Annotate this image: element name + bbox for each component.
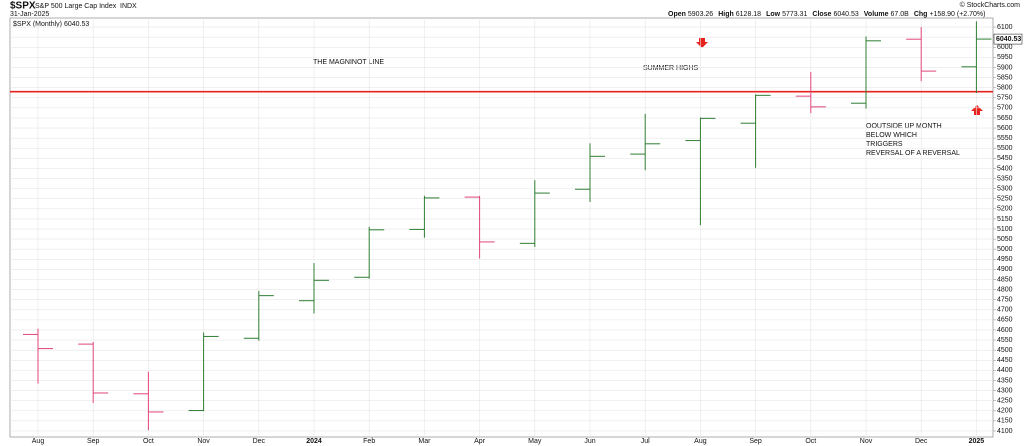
x-tick-label: 2024: [306, 438, 322, 445]
quote-value: 5903.26: [688, 11, 713, 18]
quote-label: High: [718, 11, 734, 18]
y-tick-label: 4350: [997, 377, 1013, 384]
x-tick-label: Mar: [418, 438, 431, 445]
quote-value: 5773.31: [782, 11, 807, 18]
y-tick-label: 6000: [997, 44, 1013, 51]
y-tick-label: 4250: [997, 397, 1013, 404]
annotation: OOUTSIDE UP MONTH: [866, 123, 942, 130]
y-tick-label: 4150: [997, 418, 1013, 425]
y-tick-label: 5150: [997, 216, 1013, 223]
y-tick-label: 4500: [997, 347, 1013, 354]
x-tick-label: Feb: [363, 438, 375, 445]
x-tick-label: Dec: [915, 438, 928, 445]
y-tick-label: 4600: [997, 327, 1013, 334]
x-tick-label: Oct: [143, 438, 154, 445]
y-tick-label: 5200: [997, 206, 1013, 213]
quote-value: 6128.18: [736, 11, 761, 18]
x-tick-label: Aug: [32, 438, 45, 445]
chart-title: $SPX: [10, 1, 36, 12]
annotation: THE MAGNINOT LINE: [313, 59, 384, 66]
y-tick-label: 4800: [997, 286, 1013, 293]
date: 31-Jan-2025: [10, 11, 49, 18]
quote-label: Low: [766, 11, 781, 18]
x-tick-label: Jun: [584, 438, 595, 445]
y-tick-label: 5450: [997, 155, 1013, 162]
y-tick-label: 6100: [997, 24, 1013, 31]
y-tick-label: 4200: [997, 408, 1013, 415]
x-tick-label: Dec: [253, 438, 266, 445]
y-tick-label: 5400: [997, 165, 1013, 172]
plot-frame: [9, 17, 994, 438]
annotation: REVERSAL OF A REVERSAL: [866, 150, 960, 157]
y-tick-label: 5650: [997, 115, 1013, 122]
y-tick-label: 4750: [997, 297, 1013, 304]
y-tick-label: 5800: [997, 85, 1013, 92]
arrow-down: [696, 38, 708, 48]
y-tick-label: 5350: [997, 175, 1013, 182]
y-tick-label: 5750: [997, 95, 1013, 102]
subtitle: S&P 500 Large Cap Index: [35, 3, 117, 10]
quote-label: Open: [668, 11, 686, 18]
credit: © StockCharts.com: [960, 1, 1021, 9]
annotation: SUMMER HIGHS: [643, 65, 699, 72]
arrow-up: [971, 105, 983, 115]
y-tick-label: 4900: [997, 266, 1013, 273]
y-tick-label: 4850: [997, 276, 1013, 283]
exchange: INDX: [120, 3, 137, 10]
y-tick-label: 5250: [997, 196, 1013, 203]
y-tick-label: 4650: [997, 317, 1013, 324]
x-tick-label: May: [528, 438, 542, 445]
last-value-label: 6040.53: [996, 36, 1021, 43]
quote-value: 6040.53: [833, 11, 858, 18]
x-tick-label: Oct: [805, 438, 816, 445]
annotation: TRIGGERS: [866, 141, 903, 148]
y-tick-label: 4400: [997, 367, 1013, 374]
x-tick-label: Apr: [474, 438, 486, 445]
x-tick-label: Jul: [641, 438, 650, 445]
y-tick-label: 4950: [997, 256, 1013, 263]
last-value-box: [993, 33, 1023, 45]
y-tick-label: 5100: [997, 226, 1013, 233]
y-tick-label: 4550: [997, 337, 1013, 344]
quote-value: 67.0B: [891, 11, 910, 18]
legend: $SPX (Monthly) 6040.53: [13, 21, 89, 28]
quote-label: Volume: [864, 11, 889, 18]
y-tick-label: 5850: [997, 74, 1013, 81]
quote-bar: Open 5903.26 High 6128.18 Low 5773.31 Close 604…: [668, 11, 985, 18]
x-tick-label: Aug: [694, 438, 707, 445]
y-tick-label: 5500: [997, 145, 1013, 152]
y-tick-label: 5300: [997, 185, 1013, 192]
y-tick-label: 5900: [997, 64, 1013, 71]
quote-label: Close: [812, 11, 831, 18]
y-tick-label: 5050: [997, 236, 1013, 243]
y-tick-label: 4700: [997, 307, 1013, 314]
quote-label: Chg: [914, 11, 928, 18]
x-tick-label: 2025: [969, 438, 985, 445]
y-tick-label: 5550: [997, 135, 1013, 142]
y-tick-label: 5700: [997, 105, 1013, 112]
x-tick-label: Sep: [749, 438, 762, 445]
y-tick-label: 5000: [997, 246, 1013, 253]
y-tick-label: 5600: [997, 125, 1013, 132]
x-tick-label: Nov: [197, 438, 210, 445]
y-tick-label: 4300: [997, 387, 1013, 394]
annotation: BELOW WHICH: [866, 132, 917, 139]
x-tick-label: Nov: [860, 438, 873, 445]
quote-value: +158.90 (+2.70%): [929, 11, 985, 18]
y-tick-label: 5950: [997, 54, 1013, 61]
y-tick-label: 4450: [997, 357, 1013, 364]
x-tick-label: Sep: [87, 438, 100, 445]
y-tick-label: 4100: [997, 428, 1013, 435]
